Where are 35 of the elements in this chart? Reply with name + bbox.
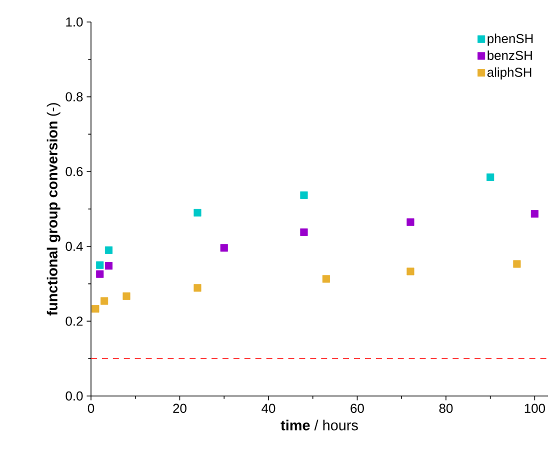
legend-label: aliphSH — [487, 67, 532, 80]
point — [194, 208, 202, 217]
point — [322, 275, 330, 283]
point — [300, 228, 308, 236]
y-tick-label: 0.2 — [66, 316, 83, 326]
y-tick-label: 0.8 — [66, 92, 83, 102]
point — [406, 268, 414, 276]
point — [406, 218, 414, 226]
point — [486, 173, 494, 181]
point — [100, 297, 108, 305]
point — [530, 210, 538, 218]
point — [92, 305, 100, 313]
x-tick-label: 80 — [439, 404, 453, 413]
y-tick-label: 1.0 — [66, 17, 83, 27]
x-tick-label: 60 — [350, 404, 364, 413]
legend-label: benzSH — [488, 50, 532, 60]
point — [104, 262, 113, 270]
legend-label: phenSH — [488, 34, 533, 46]
point — [104, 246, 113, 254]
point — [96, 270, 104, 278]
point — [96, 261, 104, 269]
y-axis-title: functional group conversion (-) — [46, 103, 60, 316]
x-tick-label: 40 — [262, 404, 276, 413]
point — [300, 191, 308, 199]
point — [220, 244, 228, 252]
point — [513, 260, 521, 268]
point — [194, 284, 202, 292]
y-tick-label: 0.0 — [66, 391, 83, 401]
y-tick-label: 0.6 — [66, 167, 83, 176]
y-tick-label: 0.4 — [66, 242, 83, 251]
x-axis-title: time / hours — [280, 420, 358, 430]
point — [122, 292, 130, 300]
x-tick-label: 100 — [524, 404, 545, 413]
x-tick-label: 20 — [173, 404, 186, 413]
x-tick-label: 0 — [88, 404, 94, 413]
